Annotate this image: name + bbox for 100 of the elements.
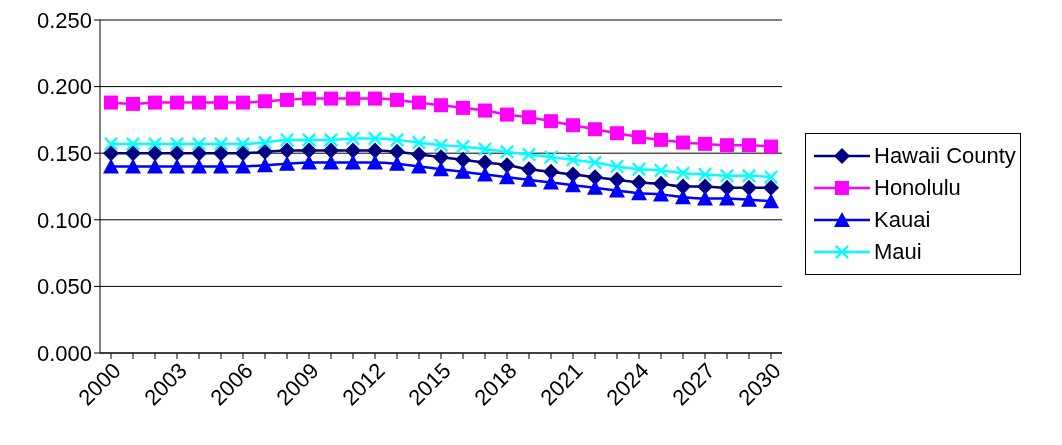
point (720, 168, 734, 183)
point (456, 100, 470, 115)
point (588, 122, 602, 137)
point (609, 171, 625, 188)
point (698, 167, 712, 182)
point (411, 146, 427, 163)
point (345, 154, 361, 170)
point (698, 136, 712, 151)
point (764, 170, 778, 185)
point (433, 149, 449, 166)
point (324, 132, 338, 147)
y-tick-label: 0.250 (36, 7, 92, 33)
point (323, 154, 339, 170)
point (103, 158, 119, 174)
point (653, 186, 669, 202)
point (434, 98, 448, 113)
point (390, 132, 404, 147)
point (104, 95, 118, 110)
point (477, 166, 493, 182)
point (104, 136, 118, 151)
point (478, 103, 492, 118)
point (301, 142, 317, 159)
point (763, 179, 779, 196)
point (191, 145, 207, 162)
point (103, 145, 119, 162)
point (632, 162, 646, 177)
point (742, 168, 756, 183)
legend-label: Hawaii County (874, 143, 1016, 169)
point (389, 143, 405, 160)
point (500, 107, 514, 122)
point (477, 154, 493, 171)
y-tick-label: 0.100 (36, 207, 92, 233)
point (257, 157, 273, 173)
point (169, 158, 185, 174)
point (301, 154, 317, 170)
point (565, 166, 581, 183)
point (258, 135, 272, 150)
point (676, 166, 690, 181)
point (654, 163, 668, 178)
point (741, 191, 757, 207)
point (345, 142, 361, 159)
point (609, 182, 625, 198)
point (214, 95, 228, 110)
point (257, 143, 273, 160)
point (653, 175, 669, 192)
point (280, 92, 294, 107)
point (741, 179, 757, 196)
point (367, 142, 383, 159)
legend-label: Maui (874, 239, 922, 265)
y-tick-label: 0.050 (36, 274, 92, 300)
point (236, 95, 250, 110)
point (346, 131, 360, 146)
point (169, 145, 185, 162)
point (456, 139, 470, 154)
point (500, 144, 514, 159)
point (720, 138, 734, 153)
point (170, 136, 184, 151)
point (279, 155, 295, 171)
point (610, 126, 624, 141)
point (521, 161, 537, 178)
point (544, 150, 558, 165)
point (764, 139, 778, 154)
point (213, 145, 229, 162)
point (632, 130, 646, 145)
point (368, 91, 382, 106)
point (455, 163, 471, 179)
point (213, 158, 229, 174)
point (126, 96, 140, 111)
point (543, 174, 559, 190)
point (390, 92, 404, 107)
point (147, 145, 163, 162)
point (236, 136, 250, 151)
point (521, 171, 537, 187)
point (543, 163, 559, 180)
point (279, 142, 295, 159)
point (697, 190, 713, 206)
point (522, 110, 536, 125)
point (280, 132, 294, 147)
point (610, 159, 624, 174)
point (214, 136, 228, 151)
point (566, 152, 580, 167)
legend-label: Honolulu (874, 175, 961, 201)
point (478, 142, 492, 157)
point (346, 91, 360, 106)
point (126, 136, 140, 151)
point (719, 179, 735, 196)
point (654, 132, 668, 147)
y-tick-label: 0.200 (36, 74, 92, 100)
point (522, 147, 536, 162)
point (148, 95, 162, 110)
point (455, 151, 471, 168)
point (412, 95, 426, 110)
point (433, 161, 449, 177)
point (170, 95, 184, 110)
point (412, 135, 426, 150)
point (499, 169, 515, 185)
legend-label: Kauai (874, 207, 931, 233)
point (566, 118, 580, 133)
point (631, 185, 647, 201)
point (367, 154, 383, 170)
